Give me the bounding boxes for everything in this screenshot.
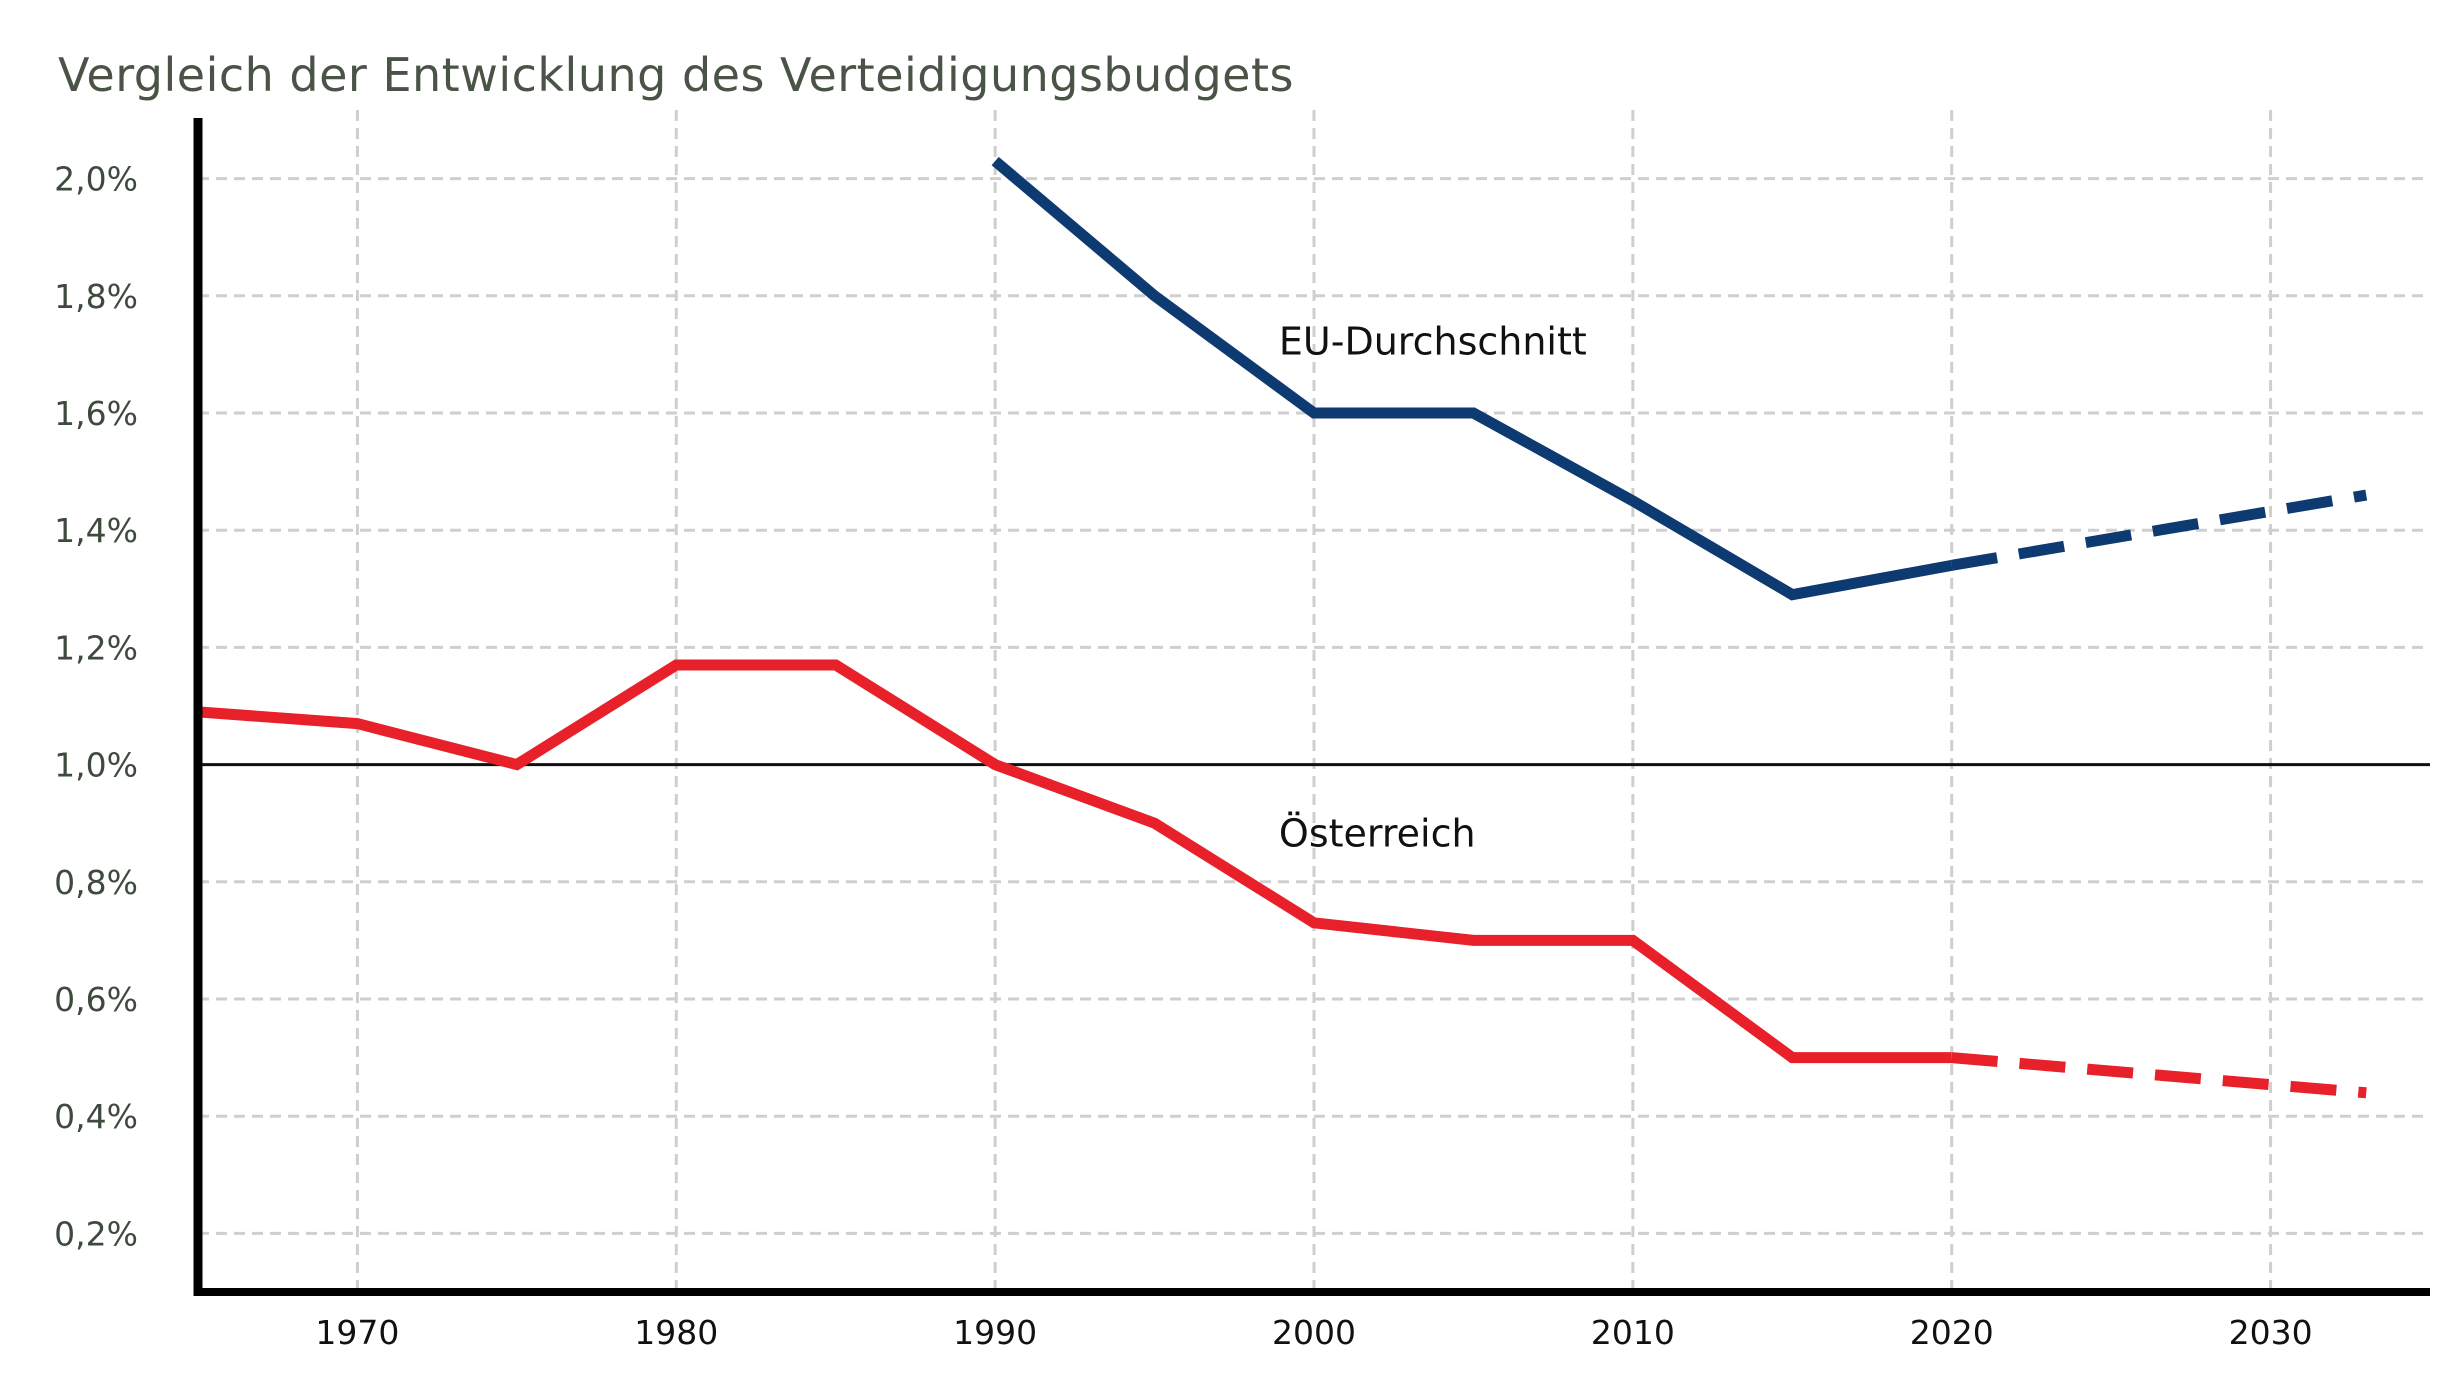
series-projection — [1951, 1052, 2367, 1099]
tick-labels: 0,2% 0,4% 0,6% 0,8% 1,0% 1,2% 1,4% 1,6% 1,8% 2,0%… — [54, 160, 2312, 1352]
series-group — [197, 156, 2368, 1099]
series-label: EU-Durchschnitt — [1279, 319, 1587, 363]
x-tick-label: 2020 — [1910, 1313, 1994, 1352]
y-tick-label: 0,2% — [54, 1214, 138, 1253]
series-line — [197, 659, 1952, 1064]
series-annotations: EU-Durchschnitt Österreich — [1279, 319, 1587, 855]
x-tick-label: 1970 — [315, 1313, 399, 1352]
y-tick-label: 1,2% — [54, 628, 138, 667]
y-tick-label: 1,4% — [54, 511, 138, 550]
y-tick-label: 0,8% — [54, 863, 138, 902]
series-label: Österreich — [1279, 812, 1476, 856]
grid — [198, 110, 2430, 1292]
series-projection — [1950, 489, 2368, 571]
y-tick-label: 1,6% — [54, 394, 138, 433]
y-tick-label: 1,8% — [54, 277, 138, 316]
y-tick-label: 1,0% — [54, 746, 138, 785]
x-tick-label: 2000 — [1272, 1313, 1356, 1352]
y-tick-label: 2,0% — [54, 160, 138, 199]
axes — [193, 118, 2430, 1296]
x-tick-label: 1980 — [634, 1313, 718, 1352]
y-tick-label: 0,4% — [54, 1097, 138, 1136]
y-tick-label: 0,6% — [54, 980, 138, 1019]
x-tick-label: 2030 — [2229, 1313, 2313, 1352]
chart-title: Vergleich der Entwicklung des Verteidigu… — [58, 48, 1294, 102]
x-tick-label: 1990 — [953, 1313, 1037, 1352]
x-tick-label: 2010 — [1591, 1313, 1675, 1352]
